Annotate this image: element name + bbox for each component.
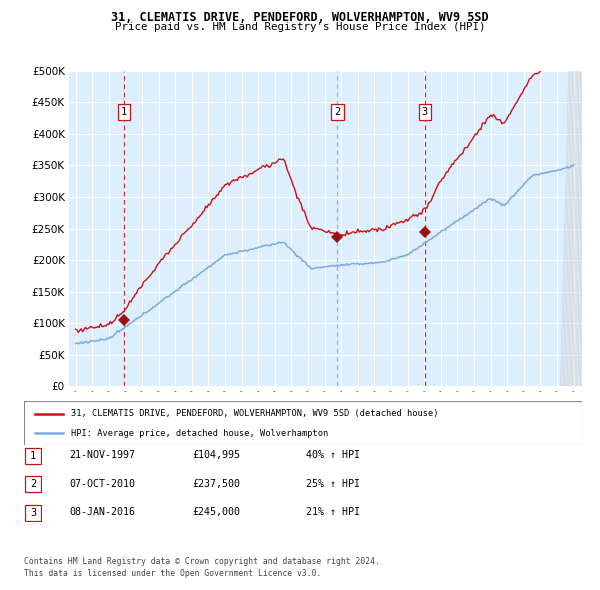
Text: 2020: 2020 (486, 407, 495, 428)
Text: 1995: 1995 (71, 407, 80, 428)
Text: 31, CLEMATIS DRIVE, PENDEFORD, WOLVERHAMPTON, WV9 5SD: 31, CLEMATIS DRIVE, PENDEFORD, WOLVERHAM… (111, 11, 489, 24)
Text: 2016: 2016 (420, 407, 429, 428)
Text: 21-NOV-1997: 21-NOV-1997 (69, 451, 135, 460)
Text: 2007: 2007 (271, 407, 280, 428)
Text: 2015: 2015 (403, 407, 412, 428)
Text: 3: 3 (422, 107, 428, 117)
Text: 2005: 2005 (237, 407, 246, 428)
Text: 2008: 2008 (287, 407, 296, 428)
Text: 2019: 2019 (470, 407, 479, 428)
Bar (25, 477, 41, 492)
Text: £237,500: £237,500 (192, 479, 240, 489)
Bar (25, 448, 41, 464)
Text: 2023: 2023 (536, 407, 545, 428)
Text: 3: 3 (30, 508, 36, 517)
Text: 31, CLEMATIS DRIVE, PENDEFORD, WOLVERHAMPTON, WV9 5SD (detached house): 31, CLEMATIS DRIVE, PENDEFORD, WOLVERHAM… (71, 409, 439, 418)
Text: 2003: 2003 (204, 407, 213, 428)
Text: 1996: 1996 (88, 407, 97, 428)
Text: 25% ↑ HPI: 25% ↑ HPI (306, 479, 360, 489)
Text: 2018: 2018 (453, 407, 462, 428)
Text: 2014: 2014 (386, 407, 395, 428)
Text: 1: 1 (121, 107, 127, 117)
Text: 2000: 2000 (154, 407, 163, 428)
Text: 2010: 2010 (320, 407, 329, 428)
Text: 2012: 2012 (353, 407, 362, 428)
Text: 1: 1 (30, 451, 36, 461)
Text: 1998: 1998 (121, 407, 130, 428)
Text: £104,995: £104,995 (192, 451, 240, 460)
Text: 2: 2 (334, 107, 341, 117)
Text: 2011: 2011 (337, 407, 346, 428)
Text: 2009: 2009 (304, 407, 313, 428)
Text: 2021: 2021 (503, 407, 512, 428)
Text: Price paid vs. HM Land Registry's House Price Index (HPI): Price paid vs. HM Land Registry's House … (115, 22, 485, 32)
Text: 08-JAN-2016: 08-JAN-2016 (69, 507, 135, 517)
Text: 2022: 2022 (520, 407, 529, 428)
Text: 2004: 2004 (221, 407, 230, 428)
Text: HPI: Average price, detached house, Wolverhampton: HPI: Average price, detached house, Wolv… (71, 428, 329, 438)
Text: 2024: 2024 (553, 407, 562, 428)
Text: 40% ↑ HPI: 40% ↑ HPI (306, 451, 360, 460)
Text: 07-OCT-2010: 07-OCT-2010 (69, 479, 135, 489)
Text: 2: 2 (30, 480, 36, 489)
Text: 2013: 2013 (370, 407, 379, 428)
Text: This data is licensed under the Open Government Licence v3.0.: This data is licensed under the Open Gov… (24, 569, 322, 578)
Text: £245,000: £245,000 (192, 507, 240, 517)
Bar (25, 505, 41, 520)
Text: 2017: 2017 (436, 407, 445, 428)
Text: 1997: 1997 (104, 407, 113, 428)
Text: 2006: 2006 (254, 407, 263, 428)
Text: 2001: 2001 (171, 407, 180, 428)
Text: 1999: 1999 (137, 407, 146, 428)
Text: 2002: 2002 (187, 407, 196, 428)
Text: 21% ↑ HPI: 21% ↑ HPI (306, 507, 360, 517)
Text: 2025: 2025 (569, 407, 578, 428)
Text: Contains HM Land Registry data © Crown copyright and database right 2024.: Contains HM Land Registry data © Crown c… (24, 557, 380, 566)
